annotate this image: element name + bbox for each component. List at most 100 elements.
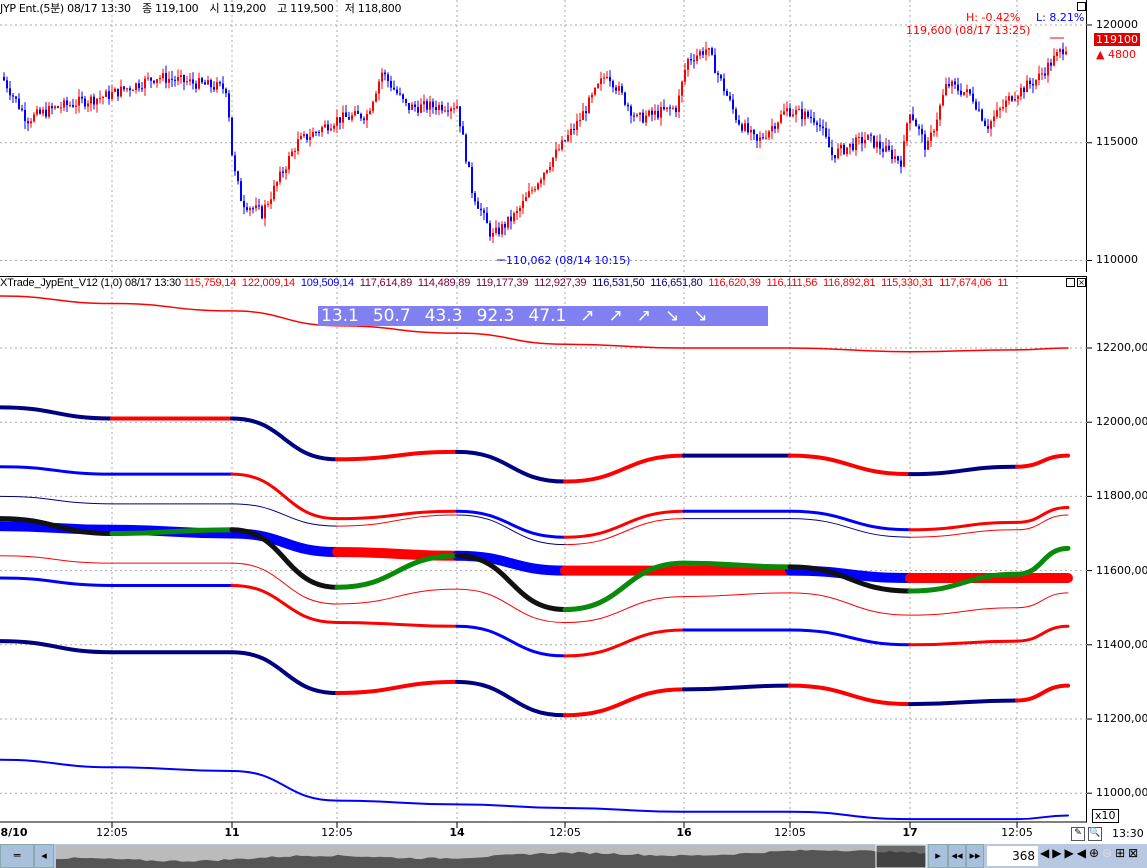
candle: [858, 136, 860, 138]
maximize-icon[interactable]: [1077, 2, 1086, 11]
candle: [894, 156, 896, 160]
candle: [438, 104, 440, 110]
candle: [195, 83, 197, 89]
candle: [342, 112, 344, 123]
candle: [990, 121, 992, 129]
indicator-value: 116,531,50: [592, 277, 645, 289]
contract-icon[interactable]: ▶◀: [1064, 846, 1089, 860]
candle: [729, 95, 731, 100]
zoom-in-icon[interactable]: ⊕: [1088, 846, 1102, 860]
indicator-value: 117,614,89: [359, 277, 413, 289]
candle: [711, 48, 713, 55]
candle: [1023, 87, 1025, 93]
candle: [777, 122, 779, 129]
symbol-label: JYP Ent.(5분) 08/17 13:30: [0, 2, 131, 15]
indicator-panel[interactable]: [0, 276, 1087, 822]
x-tick: 11: [224, 826, 240, 839]
candle: [978, 109, 980, 111]
zoom-out-icon[interactable]: ⊖: [1102, 846, 1116, 860]
candle: [675, 107, 677, 112]
indicator-value: 116,892,81: [823, 277, 876, 289]
candle: [378, 81, 380, 94]
play-button[interactable]: ▸: [928, 844, 948, 868]
candle: [474, 193, 476, 202]
indicator-value: 112,927,39: [534, 277, 587, 289]
candle: [684, 69, 686, 82]
signal-value: 47.1: [528, 306, 567, 326]
candle: [507, 216, 509, 228]
indicator-line: [788, 453, 912, 477]
indicator-line: [109, 527, 235, 536]
fast-forward-button[interactable]: ▸▸: [966, 844, 984, 868]
candle: [363, 118, 365, 121]
fit-icon[interactable]: ⊞: [1115, 846, 1129, 860]
zoom-controls: ◀▶▶◀⊕⊖⊞⊠: [1040, 846, 1141, 860]
candle: [801, 109, 803, 120]
minimize-icon[interactable]: [1066, 278, 1075, 287]
indicator-value: 115,330,31: [881, 277, 934, 289]
indicator-line: [0, 555, 113, 564]
candle: [462, 126, 464, 135]
indicator-line: [563, 509, 686, 539]
candle: [147, 77, 149, 79]
candle: [285, 169, 287, 173]
price-chart-panel[interactable]: [0, 0, 1087, 272]
candle: [918, 126, 920, 129]
indicator-line: [1016, 347, 1069, 351]
candle: [678, 95, 680, 112]
current-price-badge: 119100: [1094, 33, 1140, 46]
candle: [717, 73, 719, 75]
candle: [537, 183, 539, 190]
expand-icon[interactable]: ◀▶: [1040, 846, 1065, 860]
candle: [180, 75, 182, 77]
candle: [345, 112, 347, 117]
candle: [159, 78, 161, 80]
candle: [759, 137, 761, 141]
candle: [396, 89, 398, 94]
candle: [357, 111, 359, 114]
candle: [963, 92, 965, 95]
candle: [1056, 52, 1058, 56]
indicator-line: [455, 449, 567, 484]
y-tick: 115000: [1096, 135, 1138, 148]
pencil-icon[interactable]: ✎: [1071, 827, 1085, 841]
x-tick: 12:05: [321, 826, 353, 839]
candle: [186, 81, 188, 83]
scroll-handle[interactable]: ═: [0, 844, 34, 868]
close-icon[interactable]: ×: [1077, 278, 1086, 287]
indicator-line: [111, 766, 233, 772]
candle: [927, 140, 929, 150]
indicator-line: [336, 514, 458, 527]
candle: [387, 74, 389, 81]
scroll-left-button[interactable]: ◂: [34, 844, 54, 868]
candle: [63, 100, 65, 108]
candle: [744, 123, 746, 131]
candle: [792, 114, 794, 117]
candle: [369, 110, 371, 115]
candle: [960, 90, 962, 95]
candle: [630, 106, 632, 116]
indicator-params: (1,0) 08/17 13:30: [100, 277, 182, 289]
bar-count-input[interactable]: 368: [987, 846, 1038, 866]
indicator-line: [335, 509, 459, 521]
candle: [246, 207, 248, 211]
indicator-line: [230, 650, 339, 696]
candle: [426, 101, 428, 110]
y-tick: 12200,00: [1096, 341, 1147, 354]
magnifier-icon[interactable]: 🔍: [1088, 827, 1102, 841]
candle: [48, 106, 50, 117]
indicator-line: [227, 528, 342, 558]
candle: [354, 111, 356, 116]
candle: [405, 99, 407, 103]
rewind-button[interactable]: ◂◂: [948, 844, 966, 868]
indicator-line: [682, 683, 792, 692]
candle: [60, 107, 62, 109]
candle: [642, 112, 644, 123]
reset-icon[interactable]: ⊠: [1128, 846, 1142, 860]
candle: [765, 137, 767, 139]
indicator-line: [563, 687, 686, 718]
candle: [795, 109, 797, 115]
candle: [1062, 49, 1064, 55]
candle: [156, 79, 158, 83]
candle: [54, 106, 56, 109]
